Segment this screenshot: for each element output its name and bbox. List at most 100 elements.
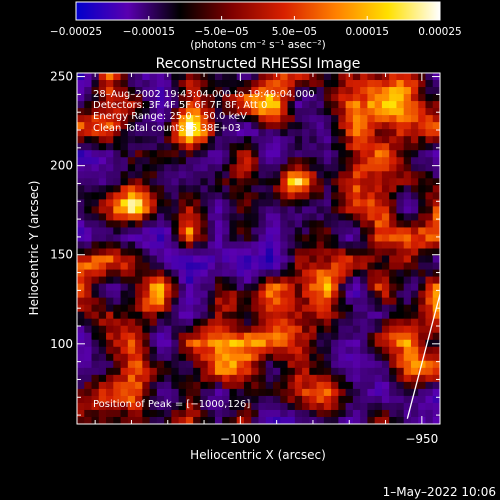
heatmap-cell — [156, 381, 165, 390]
heatmap-cell — [273, 290, 281, 299]
heatmap-cell — [149, 192, 158, 200]
heatmap-cell — [265, 346, 274, 355]
heatmap-cell — [149, 157, 158, 165]
heatmap-cell — [432, 276, 440, 285]
heatmap-cell — [120, 220, 129, 229]
heatmap-cell — [164, 283, 172, 292]
heatmap-cell — [77, 311, 85, 320]
heatmap-cell — [84, 171, 93, 179]
heatmap-cell — [164, 311, 172, 320]
heatmap-cell — [331, 80, 339, 88]
heatmap-cell — [229, 150, 238, 158]
heatmap-cell — [193, 346, 202, 355]
heatmap-cell — [106, 122, 114, 130]
heatmap-cell — [280, 80, 289, 88]
heatmap-cell — [287, 283, 296, 292]
heatmap-cell — [323, 297, 332, 306]
heatmap-cell — [345, 192, 354, 200]
heatmap-cell — [410, 276, 419, 285]
heatmap-cell — [200, 374, 209, 383]
heatmap-cell — [243, 94, 252, 102]
heatmap-cell — [381, 164, 390, 172]
heatmap-cell — [323, 367, 332, 376]
heatmap-cell — [410, 108, 419, 116]
heatmap-cell — [273, 199, 281, 207]
heatmap-cell — [381, 353, 390, 362]
heatmap-cell — [142, 178, 151, 186]
heatmap-cell — [381, 262, 390, 271]
heatmap-cell — [156, 416, 165, 424]
heatmap-cell — [171, 269, 180, 278]
heatmap-cell — [302, 150, 310, 158]
heatmap-cell — [127, 297, 136, 306]
heatmap-cell — [425, 339, 434, 348]
heatmap-cell — [135, 311, 143, 320]
heatmap-cell — [214, 178, 223, 186]
heatmap-cell — [273, 143, 281, 151]
heatmap-cell — [135, 318, 143, 327]
heatmap-cell — [185, 290, 194, 299]
heatmap-cell — [113, 108, 122, 116]
heatmap-cell — [360, 255, 368, 264]
heatmap-cell — [91, 94, 100, 102]
heatmap-cell — [185, 234, 194, 243]
heatmap-cell — [338, 150, 347, 158]
heatmap-cell — [98, 178, 107, 186]
heatmap-cell — [309, 269, 318, 278]
heatmap-cell — [432, 143, 440, 151]
heatmap-cell — [258, 262, 267, 271]
heatmap-cell — [222, 80, 231, 88]
heatmap-cell — [77, 255, 85, 264]
heatmap-cell — [106, 213, 114, 222]
heatmap-cell — [156, 178, 165, 186]
heatmap-cell — [229, 255, 238, 264]
heatmap-cell — [222, 101, 231, 109]
heatmap-cell — [287, 80, 296, 88]
heatmap-cell — [120, 178, 129, 186]
heatmap-cell — [410, 283, 419, 292]
heatmap-cell — [367, 164, 376, 172]
heatmap-cell — [425, 157, 434, 165]
heatmap-cell — [113, 94, 122, 102]
heatmap-cell — [185, 206, 194, 214]
heatmap-cell — [106, 346, 114, 355]
heatmap-cell — [200, 388, 209, 397]
heatmap-cell — [185, 262, 194, 271]
heatmap-cell — [113, 325, 122, 334]
heatmap-cell — [294, 129, 303, 137]
heatmap-cell — [251, 346, 260, 355]
heatmap-cell — [258, 80, 267, 88]
heatmap-cell — [287, 395, 296, 404]
heatmap-cell — [171, 87, 180, 95]
heatmap-cell — [403, 94, 412, 102]
heatmap-cell — [294, 395, 303, 404]
heatmap-cell — [425, 227, 434, 236]
heatmap-cell — [222, 332, 231, 341]
heatmap-cell — [265, 101, 274, 109]
heatmap-cell — [273, 192, 281, 200]
heatmap-cell — [316, 129, 325, 137]
heatmap-cell — [251, 262, 260, 271]
heatmap-cell — [410, 409, 419, 418]
heatmap-cell — [302, 353, 310, 362]
heatmap-cell — [374, 290, 383, 299]
heatmap-cell — [178, 101, 187, 109]
heatmap-cell — [142, 108, 151, 116]
heatmap-cell — [222, 87, 231, 95]
heatmap-cell — [309, 388, 318, 397]
heatmap-cell — [251, 94, 260, 102]
heatmap-cell — [331, 122, 339, 130]
heatmap-cell — [294, 157, 303, 165]
heatmap-cell — [302, 255, 310, 264]
heatmap-cell — [280, 416, 289, 424]
heatmap-cell — [265, 332, 274, 341]
heatmap-cell — [389, 234, 398, 243]
heatmap-cell — [265, 129, 274, 137]
heatmap-cell — [418, 311, 427, 320]
heatmap-cell — [294, 206, 303, 214]
heatmap-cell — [222, 318, 231, 327]
heatmap-cell — [127, 171, 136, 179]
heatmap-cell — [258, 101, 267, 109]
heatmap-cell — [331, 304, 339, 313]
heatmap-cell — [193, 164, 202, 172]
